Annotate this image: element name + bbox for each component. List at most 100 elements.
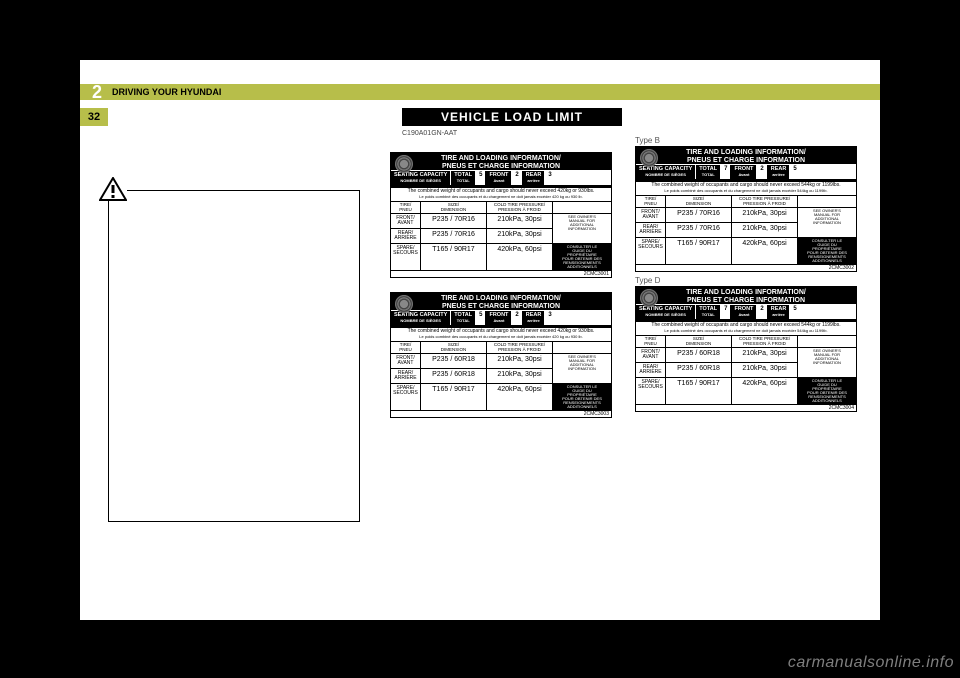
rear-label: REARarrière	[523, 171, 546, 185]
row-label: REAR/ARRIÈRE	[636, 363, 666, 378]
front-value: 2	[757, 165, 767, 179]
section-title: DRIVING YOUR HYUNDAI	[112, 87, 221, 97]
tire-loading-label: TIRE AND LOADING INFORMATION/PNEUS ET CH…	[390, 292, 612, 418]
total-value: 7	[721, 305, 731, 319]
tire-pressure: 210kPa, 30psi	[732, 363, 798, 378]
total-label: TOTALTOTAL	[696, 165, 721, 179]
owners-manual-note: SEE OWNER'SMANUAL FORADDITIONALINFORMATI…	[553, 214, 611, 244]
owners-manual-note-fr: CONSULTER LEGUIDE DUPROPRIÉTAIREPOUR OBT…	[798, 378, 856, 405]
tire-size: T165 / 90R17	[666, 238, 732, 265]
col-tire: TIRE/PNEU	[636, 196, 666, 208]
seating-row: SEATING CAPACITYNOMBRE DE SIÈGES TOTALTO…	[391, 170, 611, 185]
label-title: TIRE AND LOADING INFORMATION/PNEUS ET CH…	[636, 149, 856, 164]
tire-size: P235 / 60R18	[666, 348, 732, 363]
tire-loading-label: TIRE AND LOADING INFORMATION/PNEUS ET CH…	[635, 286, 857, 412]
col-pressure: COLD TIRE PRESSURE/PRESSION À FROID	[732, 336, 798, 348]
seating-capacity-label: SEATING CAPACITYNOMBRE DE SIÈGES	[391, 171, 451, 185]
combined-weight-note: The combined weight of occupants and car…	[636, 321, 856, 336]
total-label: TOTALTOTAL	[451, 311, 476, 325]
type-label: Type B	[635, 136, 660, 145]
row-label: FRONT/AVANT	[391, 354, 421, 369]
seating-row: SEATING CAPACITYNOMBRE DE SIÈGES TOTALTO…	[636, 304, 856, 319]
combined-weight-note: The combined weight of occupants and car…	[636, 181, 856, 196]
seating-row: SEATING CAPACITYNOMBRE DE SIÈGES TOTALTO…	[636, 164, 856, 179]
tire-size: P235 / 70R16	[666, 223, 732, 238]
col-tire: TIRE/PNEU	[636, 336, 666, 348]
tire-grid: TIRE/PNEU SIZE/DIMENSION COLD TIRE PRESS…	[636, 336, 856, 405]
seating-capacity-label: SEATING CAPACITYNOMBRE DE SIÈGES	[636, 165, 696, 179]
tire-size: P235 / 60R18	[666, 363, 732, 378]
row-label: FRONT/AVANT	[636, 208, 666, 223]
tire-size: T165 / 90R17	[421, 384, 487, 411]
label-title: TIRE AND LOADING INFORMATION/PNEUS ET CH…	[391, 295, 611, 310]
tire-icon	[640, 149, 658, 167]
section-number: 2	[92, 82, 102, 103]
row-label: REAR/ARRIÈRE	[391, 229, 421, 244]
front-value: 2	[757, 305, 767, 319]
front-label: FRONTAvant	[486, 311, 512, 325]
tire-size: P235 / 70R16	[421, 214, 487, 229]
label-code: 2CMC3004	[636, 405, 856, 411]
label-code: 2CMC3003	[391, 411, 611, 417]
tire-pressure: 210kPa, 30psi	[487, 229, 553, 244]
rear-label: REARarrière	[768, 305, 791, 319]
col-info	[553, 342, 611, 354]
type-label: Type D	[635, 276, 660, 285]
title-banner: VEHICLE LOAD LIMIT	[402, 108, 622, 126]
row-label: SPARE/SECOURS	[391, 384, 421, 411]
label-title: TIRE AND LOADING INFORMATION/PNEUS ET CH…	[636, 289, 856, 304]
row-label: FRONT/AVANT	[636, 348, 666, 363]
tire-grid: TIRE/PNEU SIZE/DIMENSION COLD TIRE PRESS…	[636, 196, 856, 265]
watermark: carmanualsonline.info	[788, 654, 954, 672]
col-pressure: COLD TIRE PRESSURE/PRESSION À FROID	[487, 342, 553, 354]
rear-label: REARarrière	[523, 311, 546, 325]
tire-size: T165 / 90R17	[421, 244, 487, 271]
col-tire: TIRE/PNEU	[391, 342, 421, 354]
row-label: FRONT/AVANT	[391, 214, 421, 229]
row-label: SPARE/SECOURS	[636, 238, 666, 265]
tire-size: P235 / 60R18	[421, 354, 487, 369]
tire-size: P235 / 60R18	[421, 369, 487, 384]
label-header: TIRE AND LOADING INFORMATION/PNEUS ET CH…	[391, 153, 611, 187]
rear-value: 3	[545, 171, 554, 185]
col-info	[798, 336, 856, 348]
label-header: TIRE AND LOADING INFORMATION/PNEUS ET CH…	[391, 293, 611, 327]
tire-size: T165 / 90R17	[666, 378, 732, 405]
tire-pressure: 210kPa, 30psi	[487, 354, 553, 369]
manual-page: 2 DRIVING YOUR HYUNDAI 3 2 VEHICLE LOAD L…	[80, 60, 880, 620]
tire-pressure: 420kPa, 60psi	[732, 378, 798, 405]
tire-grid: TIRE/PNEU SIZE/DIMENSION COLD TIRE PRESS…	[391, 342, 611, 411]
seating-row: SEATING CAPACITYNOMBRE DE SIÈGES TOTALTO…	[391, 310, 611, 325]
label-title: TIRE AND LOADING INFORMATION/PNEUS ET CH…	[391, 155, 611, 170]
label-code: 2CMC3002	[636, 265, 856, 271]
total-label: TOTALTOTAL	[696, 305, 721, 319]
combined-weight-note: The combined weight of occupants and car…	[391, 327, 611, 342]
tire-pressure: 420kPa, 60psi	[487, 384, 553, 411]
subcode: C190A01GN-AAT	[402, 130, 457, 137]
total-value: 7	[721, 165, 731, 179]
rear-value: 3	[545, 311, 554, 325]
row-label: REAR/ARRIÈRE	[391, 369, 421, 384]
tire-pressure: 210kPa, 30psi	[732, 348, 798, 363]
tire-icon	[395, 155, 413, 173]
tire-grid: TIRE/PNEU SIZE/DIMENSION COLD TIRE PRESS…	[391, 202, 611, 271]
total-value: 5	[476, 171, 486, 185]
tire-icon	[395, 295, 413, 313]
tire-icon	[640, 289, 658, 307]
owners-manual-note-fr: CONSULTER LEGUIDE DUPROPRIÉTAIREPOUR OBT…	[798, 238, 856, 265]
owners-manual-note-fr: CONSULTER LEGUIDE DUPROPRIÉTAIREPOUR OBT…	[553, 244, 611, 271]
front-value: 2	[512, 171, 522, 185]
seating-capacity-label: SEATING CAPACITYNOMBRE DE SIÈGES	[636, 305, 696, 319]
tire-loading-label: TIRE AND LOADING INFORMATION/PNEUS ET CH…	[390, 152, 612, 278]
tire-pressure: 210kPa, 30psi	[487, 369, 553, 384]
front-label: FRONTAvant	[731, 305, 757, 319]
label-header: TIRE AND LOADING INFORMATION/PNEUS ET CH…	[636, 287, 856, 321]
col-pressure: COLD TIRE PRESSURE/PRESSION À FROID	[732, 196, 798, 208]
tire-pressure: 210kPa, 30psi	[732, 208, 798, 223]
col-tire: TIRE/PNEU	[391, 202, 421, 214]
col-info	[553, 202, 611, 214]
owners-manual-note-fr: CONSULTER LEGUIDE DUPROPRIÉTAIREPOUR OBT…	[553, 384, 611, 411]
front-label: FRONTAvant	[731, 165, 757, 179]
tire-pressure: 210kPa, 30psi	[487, 214, 553, 229]
front-label: FRONTAvant	[486, 171, 512, 185]
